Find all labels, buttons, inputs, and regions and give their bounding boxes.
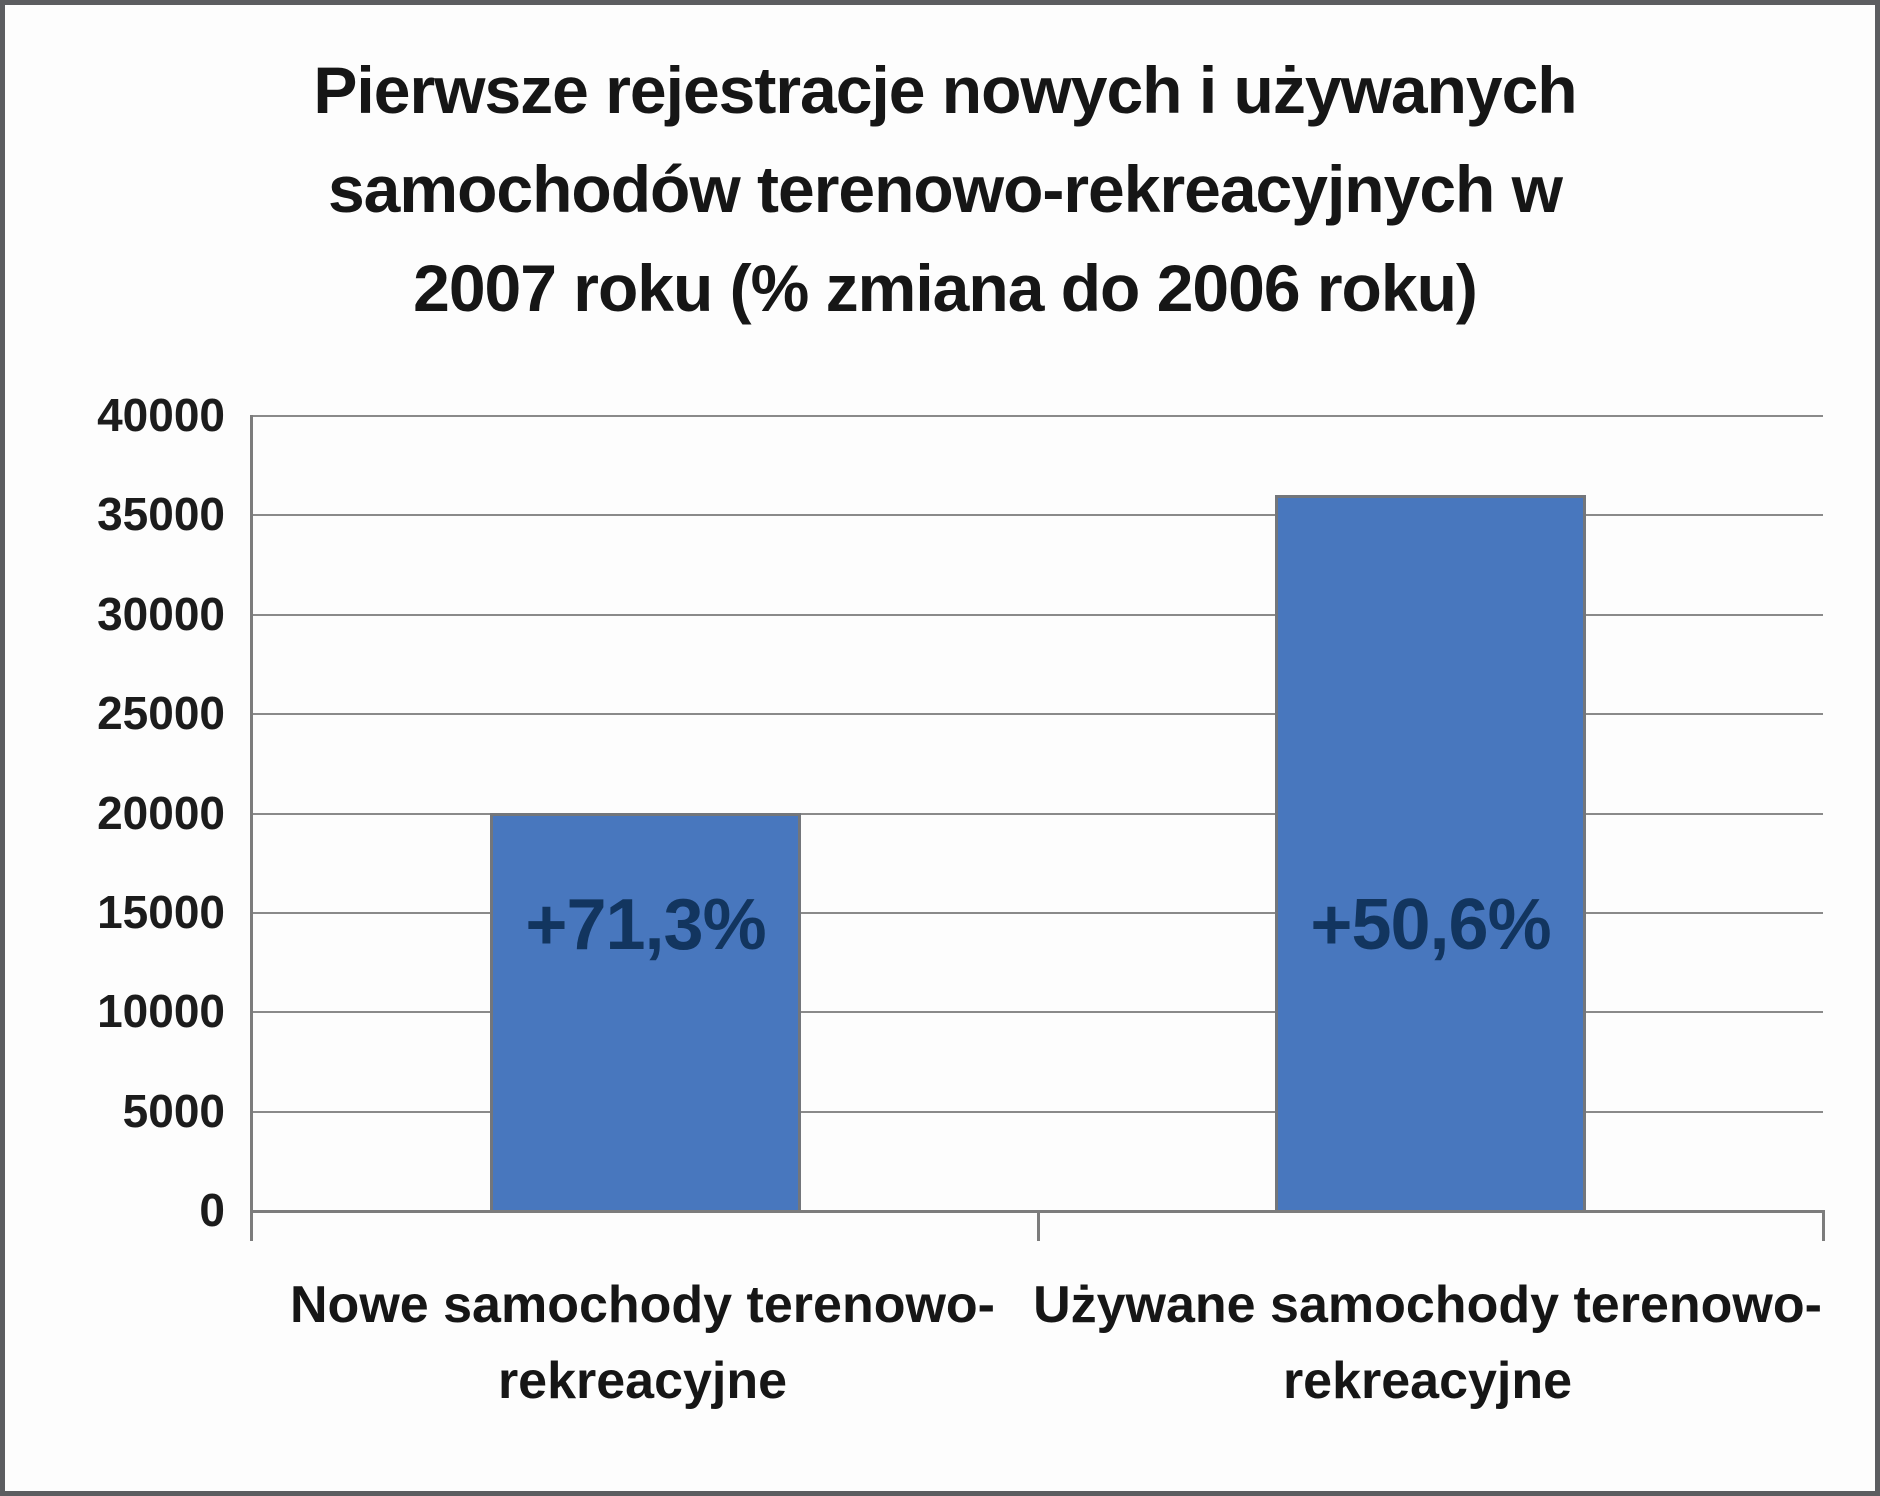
y-tick-label: 10000: [97, 985, 225, 1038]
y-tick-label: 25000: [97, 687, 225, 740]
x-axis-category-labels: Nowe samochody terenowo-rekreacyjne Używa…: [250, 1267, 1822, 1467]
category-label: Używane samochody terenowo-rekreacyjne: [1033, 1276, 1822, 1410]
gridline-5000: [253, 1110, 1823, 1113]
y-tick-label: 40000: [97, 389, 225, 441]
x-axis-tick: [1821, 1210, 1825, 1241]
gridline-30000: [253, 613, 1823, 616]
chart-title-line: samochodów terenowo-rekreacyjnych w: [327, 152, 1563, 226]
y-tick-label: 30000: [97, 587, 225, 640]
y-tick-label: 0: [199, 1184, 225, 1236]
bar-value-label: +50,6%: [1310, 885, 1551, 966]
x-axis-tick: [250, 1210, 253, 1241]
chart-title-line: 2007 roku (% zmiana do 2006 roku): [413, 251, 1478, 325]
y-tick-label: 5000: [122, 1084, 225, 1137]
chart-title: Pierwsze rejestracje nowych i używanych s…: [155, 41, 1735, 338]
category-label: Nowe samochody terenowo-rekreacyjne: [290, 1276, 995, 1410]
bar-1: [490, 812, 801, 1210]
gridline-10000: [253, 1011, 1823, 1014]
gridline-25000: [253, 713, 1823, 716]
y-tick-label: 35000: [97, 488, 225, 541]
gridline-40000: [253, 415, 1823, 417]
y-tick-label: 15000: [97, 885, 225, 938]
gridline-35000: [253, 514, 1823, 517]
y-tick-label: 20000: [97, 786, 225, 839]
gridline-20000: [253, 812, 1823, 815]
gridline-15000: [253, 911, 1823, 914]
y-axis-tick-labels: 40000 35000 30000 25000 20000 15000 10000 5000 0: [35, 389, 225, 1236]
bar-value-label: +71,3%: [525, 885, 766, 966]
plot-area: +71,3% +50,6%: [250, 415, 1825, 1241]
chart-title-line: Pierwsze rejestracje nowych i używanych: [313, 53, 1577, 127]
bar-2: [1275, 494, 1586, 1210]
x-axis-tick: [1036, 1210, 1040, 1241]
